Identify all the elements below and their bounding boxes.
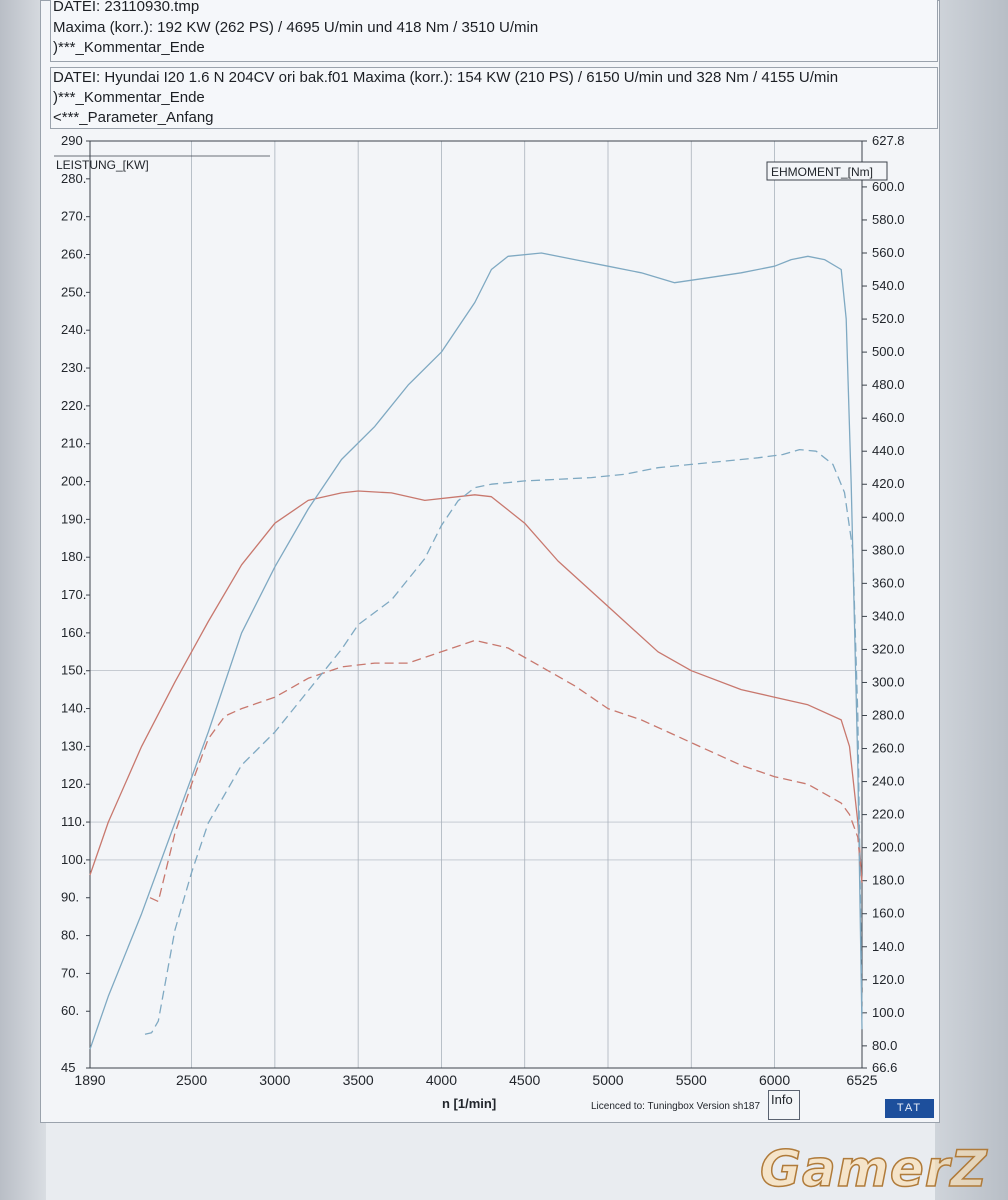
solid-torque-curve	[89, 252, 863, 1050]
x-tick-label: 1890	[74, 1072, 105, 1088]
y-right-tick-label: 100.0	[872, 1005, 905, 1020]
x-tick-label: 4500	[509, 1072, 540, 1088]
y-right-tick-label: 460.0	[872, 410, 905, 425]
chart-axes: 1890 2500 3000 3500 4000 4500 5000 5500 6000 6525…	[54, 133, 905, 1088]
y-axis-left-label: LEISTUNG_[KW]	[56, 158, 149, 172]
gamerz-watermark: GamerZ	[759, 1139, 988, 1199]
y-right-tick-label: 560.0	[872, 245, 905, 260]
comment-end-line: )***_Kommentar_Ende	[53, 39, 205, 56]
y-right-tick-label: 600.0	[872, 179, 905, 194]
y-left-tick-label: 140.	[61, 701, 86, 716]
file-name-line: DATEI: 23110930.tmp	[53, 0, 200, 15]
y-right-tick-label: 120.0	[872, 972, 905, 987]
y-right-tick-label: 240.0	[872, 774, 905, 789]
y-right-tick-label: 140.0	[872, 939, 905, 954]
y-left-tick-label: 160.	[61, 625, 86, 640]
y-left-tick-label: 230.	[61, 360, 86, 375]
x-tick-label: 6000	[759, 1072, 790, 1088]
info-button[interactable]: Info	[768, 1090, 800, 1120]
y-right-tick-label: 66.6	[872, 1060, 897, 1075]
y-left-tick-label: 200.	[61, 474, 86, 489]
parameter-start-line: <***_Parameter_Anfang	[53, 109, 214, 126]
y-left-tick-label: 150.	[61, 663, 86, 678]
file-info-box-second: DATEI: Hyundai I20 1.6 N 204CV ori bak.f…	[50, 67, 938, 129]
y-right-tick-label: 180.0	[872, 873, 905, 888]
y-left-tick-label: 290	[61, 133, 83, 148]
y-right-tick-label: 380.0	[872, 542, 905, 557]
y-right-tick-label: 580.0	[872, 212, 905, 227]
x-tick-label: 3000	[259, 1072, 290, 1088]
y-left-tick-label: 270.	[61, 209, 86, 224]
comment-end-line: )***_Kommentar_Ende	[53, 89, 205, 106]
x-tick-label: 5500	[676, 1072, 707, 1088]
y-right-tick-label: 420.0	[872, 476, 905, 491]
y-right-tick-label: 360.0	[872, 575, 905, 590]
y-right-tick-label: 160.0	[872, 906, 905, 921]
y-left-tick-label: 60.	[61, 1003, 79, 1018]
x-axis-label: n [1/min]	[442, 1096, 496, 1111]
y-right-tick-label: 440.0	[872, 443, 905, 458]
y-left-tick-label: 120.	[61, 776, 86, 791]
solid-power-curve	[89, 490, 863, 883]
y-right-tick-label: 400.0	[872, 509, 905, 524]
y-right-tick-label: 540.0	[872, 278, 905, 293]
chart-series	[89, 252, 863, 1050]
file-maxima-line: DATEI: Hyundai I20 1.6 N 204CV ori bak.f…	[53, 69, 839, 86]
y-left-tick-label: 240.	[61, 322, 86, 337]
y-left-tick-label: 190.	[61, 511, 86, 526]
y-left-tick-label: 180.	[61, 549, 86, 564]
y-left-tick-label: 100.	[61, 852, 86, 867]
x-tick-label: 3500	[343, 1072, 374, 1088]
y-right-tick-label: 200.0	[872, 840, 905, 855]
y-axis-right-label-box	[766, 161, 888, 181]
plot-frame	[89, 140, 863, 1069]
chart-grid	[90, 141, 862, 1068]
y-left-tick-label: 210.	[61, 436, 86, 451]
y-right-tick-label: 340.0	[872, 608, 905, 623]
x-tick-label: 4000	[426, 1072, 457, 1088]
y-left-tick-label: 260.	[61, 247, 86, 262]
y-left-tick-label: 110.	[61, 814, 85, 829]
y-right-tick-label: 520.0	[872, 311, 905, 326]
y-left-tick-label: 70.	[61, 965, 79, 980]
y-right-tick-label: 80.0	[872, 1038, 897, 1053]
y-right-tick-label: 480.0	[872, 377, 905, 392]
background-right	[935, 0, 1008, 1200]
y-right-tick-label: 300.0	[872, 674, 905, 689]
dashed-torque-curve	[144, 448, 863, 1035]
x-tick-label: 2500	[176, 1072, 207, 1088]
maxima-line: Maxima (korr.): 192 KW (262 PS) / 4695 U…	[53, 19, 539, 36]
y-left-tick-label: 130.	[61, 738, 86, 753]
y-left-tick-label: 280.	[61, 171, 86, 186]
licence-text: Licenced to: Tuningbox Version sh187	[591, 1101, 761, 1112]
y-left-tick-label: 220.	[61, 398, 86, 413]
background-left	[0, 0, 46, 1200]
x-tick-label: 6525	[846, 1072, 877, 1088]
x-tick-label: 5000	[592, 1072, 623, 1088]
y-right-tick-label: 280.0	[872, 708, 905, 723]
y-right-tick-label: 320.0	[872, 641, 905, 656]
info-label: Info	[771, 1092, 793, 1107]
tat-logo-badge: TAT	[885, 1099, 934, 1118]
y-left-tick-label: 250.	[61, 284, 86, 299]
chart-labels: LEISTUNG_[KW] EHMOMENT_[Nm] n [1/min]	[56, 158, 888, 1111]
file-info-box-top: DATEI: 23110930.tmp Maxima (korr.): 192 …	[50, 0, 938, 62]
y-axis-right-label: EHMOMENT_[Nm]	[771, 165, 873, 179]
y-right-tick-label: 627.8	[872, 133, 905, 148]
y-left-tick-label: 90.	[61, 890, 79, 905]
dashed-power-curve	[149, 639, 863, 903]
y-left-tick-label: 45	[61, 1060, 75, 1075]
y-left-tick-label: 80.	[61, 928, 79, 943]
y-right-tick-label: 220.0	[872, 807, 905, 822]
y-left-tick-label: 170.	[61, 587, 86, 602]
printout-page	[40, 0, 940, 1123]
y-right-tick-label: 260.0	[872, 741, 905, 756]
y-right-tick-label: 500.0	[872, 344, 905, 359]
